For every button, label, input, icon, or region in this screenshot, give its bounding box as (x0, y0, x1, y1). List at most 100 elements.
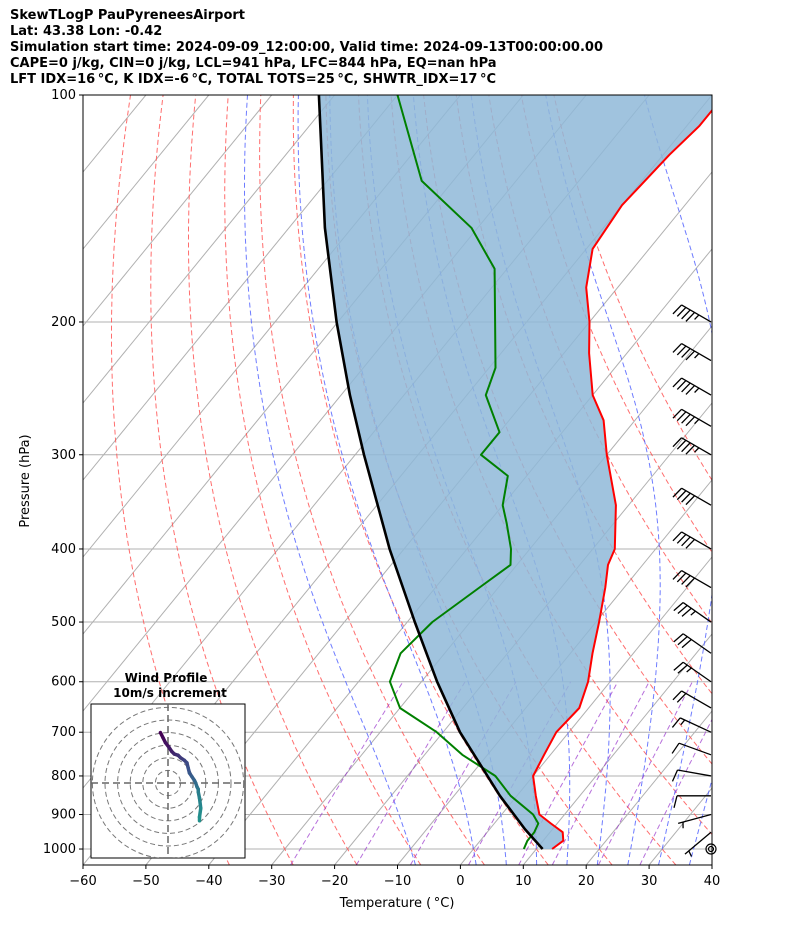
dry-adiabat (224, 95, 422, 865)
mixing-ratio-line (355, 681, 466, 865)
wind-barb (672, 377, 712, 396)
barb-full (672, 690, 683, 701)
barb-full (676, 380, 687, 390)
dry-adiabat (150, 95, 294, 865)
barb-full (672, 570, 683, 580)
hodograph-title: Wind Profile (125, 671, 208, 685)
y-tick-label: 800 (51, 769, 76, 784)
y-tick-label: 100 (51, 88, 76, 103)
barb-full (673, 795, 678, 808)
mixing-ratio-line (639, 718, 712, 865)
profile-lines (317, 95, 712, 850)
wind-barb (671, 769, 712, 782)
barb-shaft (681, 531, 712, 550)
moist-adiabat (244, 95, 416, 865)
barb-shaft (682, 602, 712, 623)
barb-shaft (681, 690, 712, 709)
cape-cin-summary: CAPE=0 j/kg, CIN=0 j/kg, LCL=941 hPa, LF… (10, 56, 497, 71)
x-axis-label: Temperature ( °C) (339, 896, 455, 911)
barb-full (681, 575, 691, 585)
wind-barb (673, 795, 711, 808)
wind-barb (673, 661, 712, 683)
isotherm--20 (334, 402, 712, 865)
barb-shaft (681, 569, 712, 589)
y-axis-label: Pressure (hPa) (18, 434, 33, 527)
moist-adiabat (297, 95, 477, 865)
barb-full (685, 312, 696, 322)
mixing-ratio-line (597, 681, 693, 865)
wind-barb (671, 717, 712, 733)
barb-full (685, 577, 696, 588)
barb-shaft (682, 661, 712, 683)
barb-shaft (681, 304, 712, 323)
wind-barb (672, 569, 712, 589)
barb-full (685, 495, 696, 506)
barb-half (680, 719, 686, 726)
x-tick-label: 30 (641, 874, 658, 889)
x-tick-label: 0 (456, 874, 464, 889)
barb-shaft (682, 633, 712, 654)
barb-full (673, 661, 684, 671)
barb-full (685, 539, 696, 549)
y-tick-label: 700 (51, 725, 76, 740)
barb-full (671, 742, 680, 754)
barb-full (672, 377, 683, 388)
chart-title: SkewTLogP PauPyreneesAirport (10, 8, 246, 23)
barb-full (677, 604, 688, 615)
barb-full (677, 636, 688, 646)
barb-shaft (681, 342, 712, 362)
dry-adiabat (188, 95, 358, 865)
wind-barb (672, 408, 712, 427)
barb-full (672, 304, 683, 315)
barb-full (672, 343, 683, 353)
barb-full (672, 437, 683, 448)
x-tick-label: 10 (515, 874, 532, 889)
mixing-ratio-line (290, 681, 404, 865)
stability-indices: LFT IDX=16 °C, K IDX=-6 °C, TOTAL TOTS=2… (10, 72, 497, 87)
dewpoint-line (388, 95, 540, 850)
x-tick-label: 20 (578, 874, 595, 889)
isotherm--120 (83, 95, 335, 404)
barb-full (676, 490, 687, 501)
isotherm-30 (648, 787, 712, 865)
x-tick-label: −20 (321, 874, 348, 889)
hodograph-subtitle: 10m/s increment (113, 686, 227, 700)
dry-adiabat (259, 95, 485, 865)
y-tick-label: 300 (51, 448, 76, 463)
barb-half (688, 850, 693, 857)
barb-full (685, 350, 696, 361)
isotherm--130 (83, 95, 273, 327)
moist-adiabat (688, 777, 712, 865)
wind-barb (672, 487, 712, 506)
x-tick-label: −10 (384, 874, 411, 889)
wind-barb (672, 690, 712, 709)
y-tick-label: 400 (51, 542, 76, 557)
barb-full (676, 572, 687, 583)
isotherm-40 (711, 864, 712, 865)
barb-full (681, 309, 691, 320)
barb-shaft (681, 377, 712, 396)
barb-half (694, 418, 700, 425)
wind-barb (677, 813, 712, 829)
hodograph-plot (91, 704, 245, 858)
barb-full (685, 385, 696, 395)
barb-full (672, 487, 683, 498)
barb-full (676, 345, 687, 356)
barb-full (681, 442, 691, 453)
isotherm-20 (585, 710, 712, 865)
barb-half (690, 610, 696, 616)
mixing-ratio-line (409, 681, 517, 865)
barb-full (672, 408, 683, 419)
x-tick-label: −40 (195, 874, 222, 889)
barb-half (694, 353, 700, 359)
wind-barbs (671, 304, 717, 857)
dry-adiabat (520, 95, 712, 554)
wind-barb (671, 742, 712, 756)
x-tick-label: −30 (258, 874, 285, 889)
barb-full (676, 693, 687, 703)
wind-barb (672, 342, 712, 362)
calm-circle (705, 843, 717, 855)
isotherm--160 (83, 95, 84, 96)
